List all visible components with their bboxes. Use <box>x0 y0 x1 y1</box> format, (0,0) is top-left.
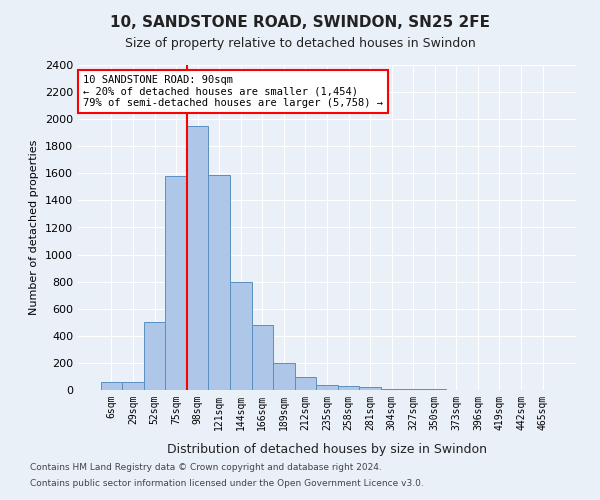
Bar <box>316 386 338 390</box>
Text: Contains public sector information licensed under the Open Government Licence v3: Contains public sector information licen… <box>30 478 424 488</box>
Bar <box>295 377 316 390</box>
Bar <box>381 388 403 390</box>
Bar <box>251 325 273 390</box>
Bar <box>166 176 187 390</box>
Bar <box>273 363 295 390</box>
Bar <box>144 322 166 390</box>
Bar <box>359 388 381 390</box>
Text: Size of property relative to detached houses in Swindon: Size of property relative to detached ho… <box>125 38 475 51</box>
Bar <box>208 174 230 390</box>
Text: 10, SANDSTONE ROAD, SWINDON, SN25 2FE: 10, SANDSTONE ROAD, SWINDON, SN25 2FE <box>110 15 490 30</box>
Bar <box>122 382 144 390</box>
Bar <box>338 386 359 390</box>
Bar <box>230 282 251 390</box>
Bar <box>101 382 122 390</box>
Bar <box>187 126 208 390</box>
Y-axis label: Number of detached properties: Number of detached properties <box>29 140 40 315</box>
Text: Contains HM Land Registry data © Crown copyright and database right 2024.: Contains HM Land Registry data © Crown c… <box>30 464 382 472</box>
Text: Distribution of detached houses by size in Swindon: Distribution of detached houses by size … <box>167 442 487 456</box>
Text: 10 SANDSTONE ROAD: 90sqm
← 20% of detached houses are smaller (1,454)
79% of sem: 10 SANDSTONE ROAD: 90sqm ← 20% of detach… <box>83 74 383 108</box>
